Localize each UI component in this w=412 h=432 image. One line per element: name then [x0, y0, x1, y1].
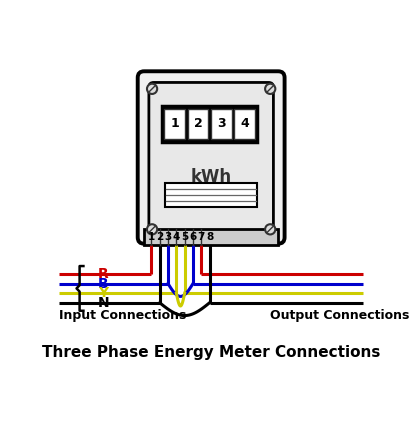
Circle shape	[147, 224, 157, 235]
Text: 4: 4	[240, 118, 249, 130]
Bar	[164, 109, 185, 139]
Text: N: N	[98, 296, 110, 310]
Bar	[187, 109, 208, 139]
Text: Input Connections: Input Connections	[59, 309, 187, 322]
Text: 8: 8	[206, 232, 213, 242]
Text: 5: 5	[181, 232, 188, 242]
Text: B: B	[98, 276, 108, 291]
Text: 3: 3	[164, 232, 172, 242]
Text: Three Phase Energy Meter Connections: Three Phase Energy Meter Connections	[42, 345, 380, 360]
Text: 4: 4	[173, 232, 180, 242]
FancyBboxPatch shape	[138, 71, 285, 244]
Circle shape	[265, 84, 275, 94]
Text: Output Connections: Output Connections	[270, 309, 410, 322]
Text: 1: 1	[148, 232, 155, 242]
Bar	[165, 183, 258, 207]
Text: 1: 1	[170, 118, 179, 130]
FancyBboxPatch shape	[149, 83, 274, 232]
Bar	[234, 109, 255, 139]
Circle shape	[147, 84, 157, 94]
Text: 6: 6	[190, 232, 197, 242]
Text: Y: Y	[98, 286, 108, 300]
Bar	[211, 109, 232, 139]
Bar	[162, 106, 258, 142]
Text: 7: 7	[198, 232, 205, 242]
Text: 2: 2	[156, 232, 164, 242]
Text: R: R	[98, 267, 108, 281]
Bar	[144, 229, 278, 245]
Circle shape	[265, 224, 275, 235]
Text: 3: 3	[217, 118, 225, 130]
Text: kWh: kWh	[191, 168, 232, 186]
Text: 2: 2	[194, 118, 202, 130]
